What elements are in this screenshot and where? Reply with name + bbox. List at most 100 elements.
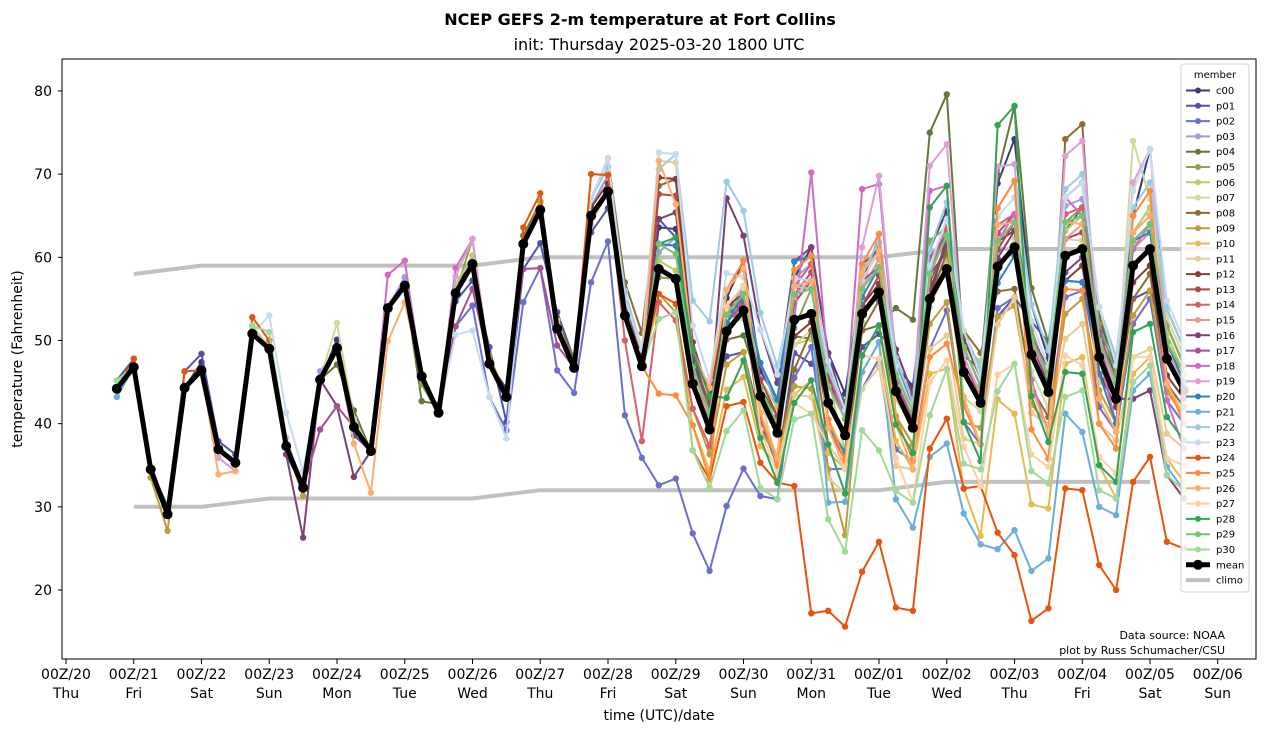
point-mean <box>1060 250 1071 261</box>
legend-item-p18: p18 <box>1186 361 1235 372</box>
point-mean <box>416 371 427 382</box>
point-p14 <box>1079 204 1086 211</box>
legend-label: p29 <box>1216 530 1235 541</box>
point-p10 <box>1045 505 1052 512</box>
point-p30 <box>892 487 900 495</box>
point-p30 <box>1062 393 1069 401</box>
point-p29 <box>1062 219 1069 226</box>
point-p28 <box>926 204 933 211</box>
point-p26 <box>1112 428 1120 436</box>
legend-label: p02 <box>1216 117 1235 128</box>
point-p19 <box>858 244 866 251</box>
y-tick-label: 30 <box>34 500 52 516</box>
point-p19 <box>1011 161 1018 168</box>
point-p14 <box>638 437 646 445</box>
legend-label: c00 <box>1216 86 1234 97</box>
point-p26 <box>215 471 222 478</box>
legend-marker <box>1195 515 1201 522</box>
point-p25 <box>791 266 798 273</box>
point-p09 <box>1129 312 1137 319</box>
point-mean <box>399 280 410 291</box>
legend-item-p28: p28 <box>1186 514 1235 525</box>
legend-box <box>1180 63 1250 593</box>
point-p30 <box>977 466 984 473</box>
point-p22 <box>1146 179 1154 186</box>
legend-label: p19 <box>1216 377 1235 388</box>
point-p02 <box>554 367 561 374</box>
legend-title: member <box>1194 70 1237 81</box>
point-mean <box>603 186 613 197</box>
point-p27 <box>994 371 1001 378</box>
legend-marker <box>1195 546 1201 553</box>
point-p26 <box>672 200 679 208</box>
point-p02 <box>570 389 578 397</box>
point-p17 <box>554 342 561 349</box>
point-p27 <box>892 454 900 461</box>
x-tick-label-day: Fri <box>600 686 617 702</box>
x-tick-label-time: 00Z/01 <box>854 667 904 683</box>
point-mean <box>128 362 139 373</box>
point-mean <box>1043 387 1054 398</box>
point-p24 <box>892 604 900 611</box>
legend-label: p30 <box>1216 545 1235 556</box>
point-p26 <box>808 277 815 284</box>
point-p24 <box>723 403 730 410</box>
legend-item-p05: p05 <box>1186 163 1235 174</box>
x-tick-label-day: Sun <box>730 686 757 702</box>
point-p02 <box>520 299 527 306</box>
point-p19 <box>1079 137 1086 145</box>
legend-item-p22: p22 <box>1186 423 1235 434</box>
point-p27 <box>1062 352 1069 359</box>
legend-label: p16 <box>1216 331 1235 342</box>
legend-marker <box>1195 408 1201 415</box>
point-p29 <box>740 290 747 298</box>
point-p28 <box>909 449 917 456</box>
x-tick-label-day: Thu <box>1000 686 1027 702</box>
x-tick-label-day: Wed <box>457 686 488 702</box>
point-mean <box>890 386 901 397</box>
mean-layer <box>111 186 1189 520</box>
point-mean <box>365 446 376 457</box>
legend-label: p09 <box>1216 224 1235 235</box>
point-mean <box>670 273 681 284</box>
point-p26 <box>367 489 375 496</box>
point-p28 <box>672 234 679 241</box>
x-tick-label-time: 00Z/05 <box>1125 667 1175 683</box>
point-p27 <box>977 482 984 490</box>
point-p29 <box>1079 212 1086 219</box>
point-p19 <box>469 235 476 243</box>
legend-marker <box>1195 102 1201 109</box>
point-p27 <box>960 443 967 451</box>
point-p22 <box>1079 170 1086 178</box>
legend-marker <box>1195 271 1201 278</box>
point-p27 <box>723 303 730 310</box>
point-p21 <box>960 510 967 517</box>
point-p23 <box>469 327 476 334</box>
legend-marker <box>1195 531 1201 538</box>
point-p22 <box>1062 185 1069 193</box>
legend-item-p26: p26 <box>1186 484 1235 495</box>
point-p25 <box>1096 420 1103 427</box>
legend-item-p16: p16 <box>1186 331 1235 342</box>
point-p24 <box>1112 586 1120 594</box>
point-p11 <box>994 321 1001 328</box>
point-p30 <box>960 460 967 467</box>
legend-label: p07 <box>1216 193 1235 204</box>
point-p30 <box>1045 480 1052 487</box>
legend-item-p30: p30 <box>1186 545 1235 556</box>
point-p24 <box>825 607 832 614</box>
point-p19 <box>1129 179 1137 186</box>
point-p21 <box>1112 511 1120 519</box>
point-p29 <box>723 311 730 318</box>
point-p25 <box>1011 177 1018 184</box>
x-tick-label-day: Tue <box>392 686 417 702</box>
point-p29 <box>1129 237 1137 244</box>
series-line-mean <box>114 189 1187 517</box>
point-p30 <box>994 388 1001 395</box>
x-tick-label-time: 00Z/21 <box>109 667 159 683</box>
legend-marker <box>1195 286 1201 293</box>
point-mean <box>738 305 749 316</box>
point-p10 <box>1079 353 1086 361</box>
point-p21 <box>1096 503 1103 510</box>
point-p04 <box>926 129 933 136</box>
